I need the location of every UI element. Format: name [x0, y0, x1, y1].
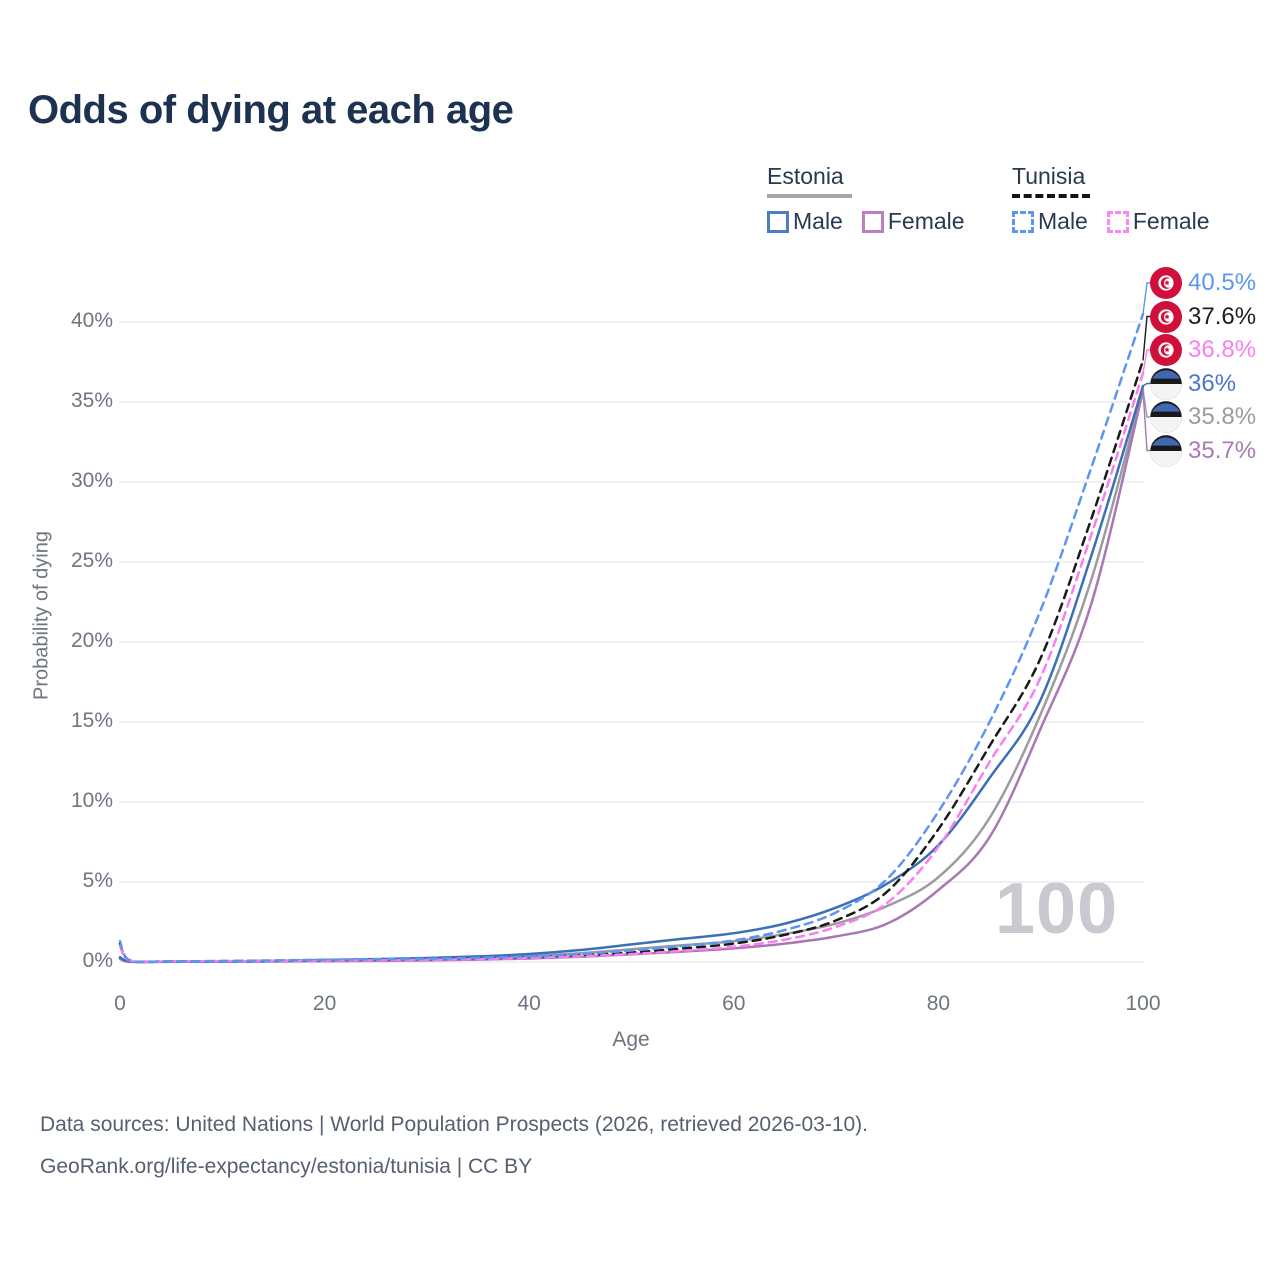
x-tick-label-0: 0 — [114, 992, 126, 1015]
x-tick-label-60: 60 — [722, 992, 746, 1015]
tunisia-female-checkbox-icon[interactable] — [1106, 210, 1129, 233]
legend-item-tunisia-male[interactable]: Male — [1012, 208, 1088, 235]
y-tick-label-5: 5% — [82, 869, 113, 892]
tunisia-flag-icon — [1150, 300, 1182, 333]
legend-item-estonia-male[interactable]: Male — [767, 208, 843, 235]
end-label-connector-estonia-male — [1142, 382, 1151, 387]
y-tick-label-25: 25% — [70, 549, 113, 572]
tunisia-male-checkbox-icon[interactable] — [1012, 210, 1034, 233]
end-label-connector-tunisia — [1142, 315, 1151, 361]
estonia-flag-icon — [1150, 401, 1182, 433]
end-label-value: 36% — [1188, 369, 1237, 397]
x-axis-title: Age — [612, 1028, 650, 1051]
end-label-connector-estonia — [1142, 389, 1151, 418]
end-label-tunisia-female: 36.8% — [1150, 334, 1256, 366]
legend-label-estonia-female: Female — [887, 208, 965, 234]
x-tick-label-40: 40 — [517, 992, 541, 1015]
legend-group-title-tunisia: Tunisia — [1012, 163, 1086, 189]
footer-data-sources: Data sources: United Nations | World Pop… — [40, 1113, 869, 1136]
estonia-male-checkbox-icon[interactable] — [767, 210, 789, 233]
footer-attribution: GeoRank.org/life-expectancy/estonia/tuni… — [40, 1155, 533, 1178]
estonia-female-checkbox-icon[interactable] — [861, 210, 884, 233]
footer: Data sources: United Nations | World Pop… — [40, 1104, 868, 1188]
end-label-connector-tunisia-male — [1142, 282, 1151, 315]
series-line-tunisia-male — [118, 312, 1145, 964]
y-tick-label-0: 0% — [82, 949, 113, 972]
page-title: Odds of dying at each age — [28, 88, 514, 132]
legend-label-estonia-male: Male — [793, 208, 843, 234]
end-label-value: 37.6% — [1188, 302, 1257, 330]
legend-item-tunisia-female[interactable]: Female — [1106, 208, 1210, 235]
legend-underline-estonia-solid — [767, 194, 852, 198]
end-label-tunisia-male: 40.5% — [1150, 267, 1256, 299]
tunisia-flag-icon — [1150, 334, 1182, 366]
legend-group-estonia: Estonia Male Female — [767, 163, 965, 235]
end-label-value: 35.7% — [1188, 436, 1257, 464]
legend-label-tunisia-female: Female — [1132, 208, 1210, 234]
end-label-value: 35.8% — [1188, 403, 1257, 430]
x-tick-label-80: 80 — [926, 992, 951, 1015]
series-line-estonia-female — [118, 389, 1145, 964]
end-label-value: 36.8% — [1188, 336, 1257, 363]
end-label-connector-tunisia-female — [1142, 349, 1151, 374]
x-tick-label-100: 100 — [1125, 992, 1161, 1015]
estonia-flag-icon — [1150, 367, 1182, 400]
legend-group-tunisia: Tunisia Male Female — [1012, 163, 1210, 235]
legend-item-estonia-female[interactable]: Female — [861, 208, 965, 235]
x-tick-label-20: 20 — [312, 992, 337, 1015]
y-tick-label-15: 15% — [70, 709, 113, 732]
y-tick-label-40: 40% — [70, 309, 113, 332]
end-label-estonia-female: 35.7% — [1150, 434, 1257, 467]
tunisia-flag-icon — [1150, 267, 1182, 299]
y-tick-label-30: 30% — [70, 469, 113, 492]
legend-underline-tunisia-dashed — [1012, 194, 1090, 198]
end-label-tunisia: 37.6% — [1150, 300, 1257, 333]
end-label-estonia-male: 36% — [1150, 367, 1237, 400]
end-label-estonia: 35.8% — [1150, 401, 1256, 433]
end-label-value: 40.5% — [1188, 269, 1257, 296]
end-label-connector-estonia-female — [1142, 390, 1151, 452]
y-tick-label-35: 35% — [70, 389, 113, 412]
estonia-flag-icon — [1150, 434, 1182, 467]
series-line-estonia-male — [118, 384, 1145, 964]
y-tick-label-10: 10% — [70, 789, 113, 812]
legend-group-title-estonia: Estonia — [767, 163, 844, 189]
legend-label-tunisia-male: Male — [1038, 208, 1088, 234]
series-line-estonia — [118, 387, 1145, 964]
series-line-tunisia-female — [118, 371, 1145, 964]
y-tick-label-20: 20% — [70, 629, 113, 652]
series-line-tunisia — [118, 359, 1145, 964]
